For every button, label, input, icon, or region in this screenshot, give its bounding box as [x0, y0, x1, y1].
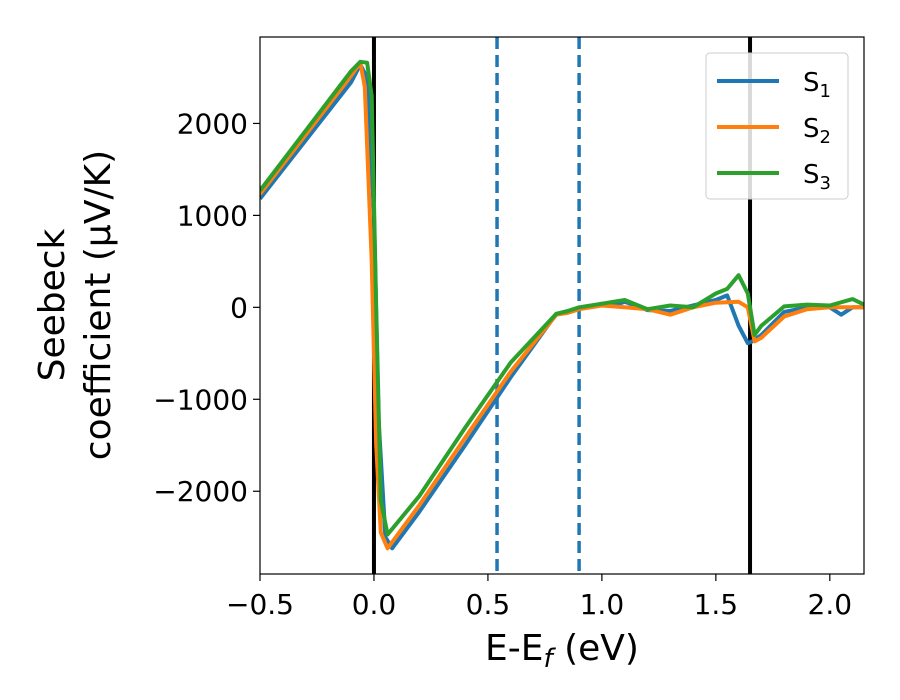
y-axis-label-line-2: coefficient (μV/K): [78, 150, 119, 460]
y-tick-label: 0: [230, 291, 248, 324]
series-line-s3: [260, 59, 864, 537]
plot-frame: [259, 36, 865, 575]
y-axis: −2000 −1000 0 1000 2000: [153, 107, 260, 508]
x-tick-label: −0.5: [226, 588, 294, 621]
y-tick-label: −1000: [153, 383, 248, 416]
x-tick-label: 1.0: [580, 588, 625, 621]
legend-label-s1: S1: [803, 68, 831, 102]
x-axis: −0.5 0.0 0.5 1.0 1.5 2.0: [226, 574, 852, 621]
legend: S1 S2 S3: [705, 52, 849, 200]
y-tick-label: 2000: [177, 107, 248, 140]
legend-label-s2: S2: [803, 114, 831, 148]
x-tick-label: 0.0: [352, 588, 397, 621]
y-tick-label: −2000: [153, 475, 248, 508]
y-axis-label-line-1: Seebeck: [32, 228, 73, 381]
y-tick-label: 1000: [177, 199, 248, 232]
series-layer: [260, 59, 864, 551]
x-tick-label: 2.0: [808, 588, 853, 621]
y-axis-label: Seebeck coefficient (μV/K): [32, 150, 119, 460]
legend-label-s3: S3: [803, 160, 831, 194]
x-tick-label: 1.5: [694, 588, 739, 621]
x-axis-label: E-Ef (eV): [485, 628, 639, 674]
x-tick-label: 0.5: [466, 588, 511, 621]
